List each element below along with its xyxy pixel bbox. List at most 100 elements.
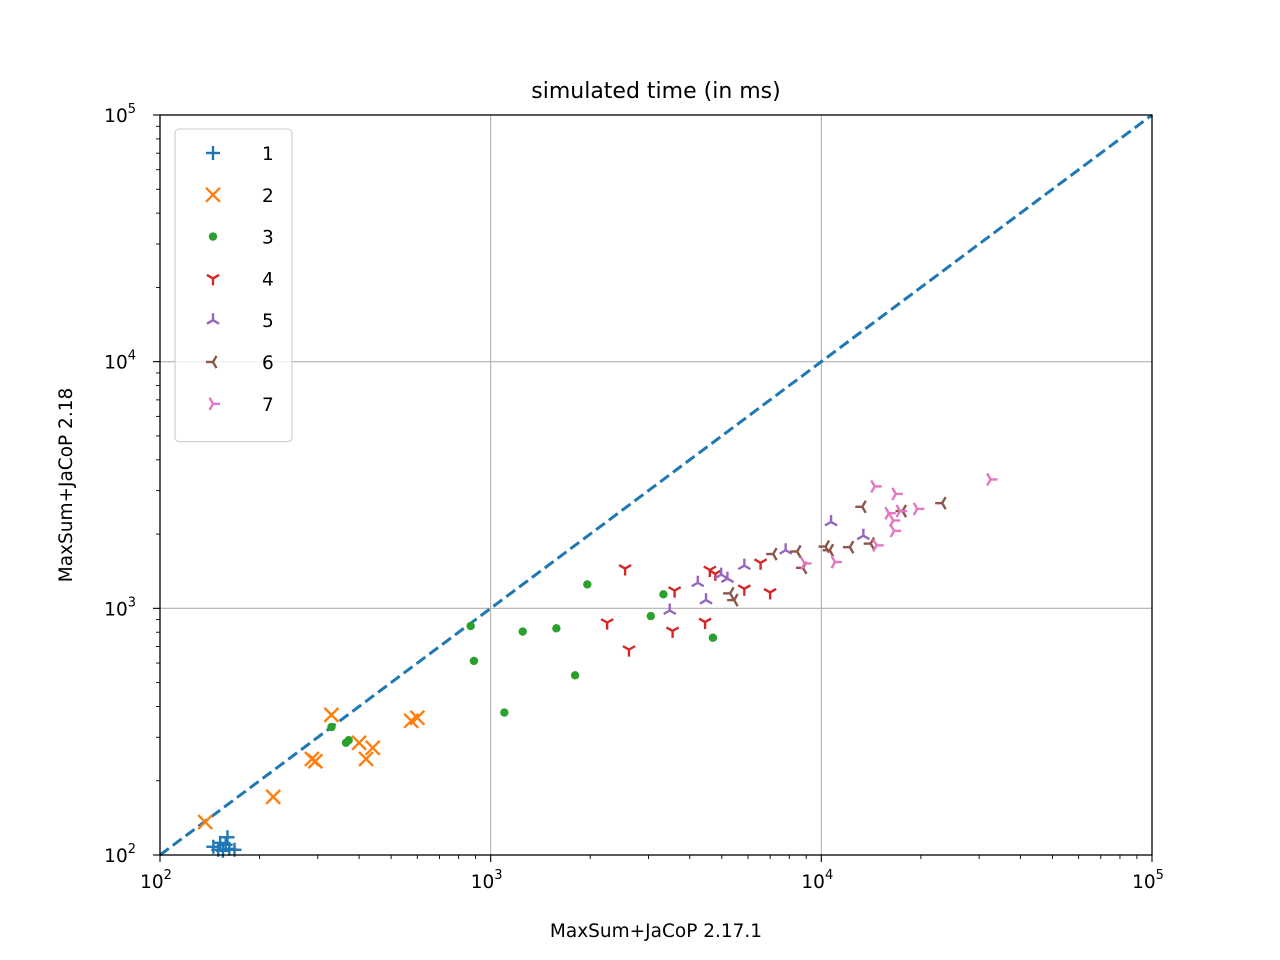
data-point — [720, 571, 735, 584]
marker-stroke — [729, 586, 735, 594]
legend-label: 1 — [262, 144, 274, 165]
data-point — [856, 528, 871, 541]
marker-stroke — [862, 534, 871, 541]
data-point — [753, 558, 768, 570]
data-point — [469, 656, 479, 666]
marker-stroke — [628, 645, 636, 651]
data-point — [842, 540, 855, 554]
legend-label: 2 — [262, 186, 274, 207]
data-point — [220, 830, 235, 845]
data-point — [737, 584, 752, 596]
data-point — [986, 472, 998, 487]
marker-stroke — [211, 361, 218, 369]
marker-stroke — [912, 502, 919, 510]
data-point — [665, 626, 680, 638]
chart-title: simulated time (in ms) — [531, 79, 780, 104]
data-point — [618, 563, 632, 576]
data-point — [790, 544, 802, 559]
marker-stroke — [667, 586, 676, 592]
data-point — [698, 617, 712, 630]
marker-stroke — [720, 577, 729, 584]
marker-stroke — [211, 355, 218, 363]
marker-stroke — [743, 584, 752, 590]
marker-stroke — [884, 506, 890, 514]
marker-stroke — [665, 626, 674, 632]
marker-stroke — [212, 319, 220, 325]
marker-stroke — [358, 751, 374, 767]
marker-stroke — [824, 539, 831, 548]
data-point — [500, 708, 509, 717]
marker-stroke — [986, 478, 992, 487]
marker-stroke — [759, 558, 768, 564]
legend-label: 6 — [262, 353, 274, 374]
marker-stroke — [208, 403, 215, 411]
marker-stroke — [697, 581, 705, 588]
data-point — [855, 500, 867, 514]
data-point — [570, 671, 580, 680]
marker-dot — [570, 671, 580, 680]
data-point — [663, 603, 677, 616]
marker-stroke — [265, 789, 282, 805]
marker-stroke — [622, 645, 630, 651]
marker-stroke — [772, 553, 778, 561]
marker-stroke — [323, 706, 340, 723]
marker-dot — [646, 611, 656, 621]
axis-ticks — [153, 114, 1153, 862]
data-point — [583, 580, 592, 589]
data-point — [364, 739, 381, 756]
marker-stroke — [830, 520, 838, 527]
marker-stroke — [699, 599, 707, 605]
data-point — [766, 547, 778, 561]
data-point — [307, 753, 324, 770]
marker-stroke — [870, 479, 876, 488]
grid-lines — [160, 115, 1152, 855]
marker-stroke — [674, 586, 682, 592]
data-point — [935, 496, 947, 510]
marker-stroke — [941, 502, 947, 510]
data-point — [778, 543, 793, 555]
marker-stroke — [703, 565, 711, 572]
marker-dot — [500, 708, 509, 717]
data-point — [518, 627, 527, 636]
marker-stroke — [941, 496, 947, 504]
data-point — [646, 611, 656, 621]
marker-stroke — [889, 530, 896, 538]
marker-stroke — [672, 626, 680, 632]
data-point — [708, 633, 718, 642]
legend-label: 7 — [262, 395, 274, 416]
marker-stroke — [618, 563, 626, 570]
marker-stroke — [870, 485, 876, 494]
marker-stroke — [884, 512, 890, 520]
data-point — [622, 645, 636, 657]
marker-stroke — [726, 577, 735, 584]
legend-marker — [206, 313, 220, 325]
marker-stroke — [698, 617, 706, 624]
marker-stroke — [891, 493, 897, 501]
marker-stroke — [409, 709, 426, 726]
marker-stroke — [624, 563, 632, 570]
marker-stroke — [772, 547, 778, 555]
legend-marker — [205, 186, 221, 203]
marker-stroke — [861, 506, 867, 514]
marker-stroke — [212, 273, 220, 280]
marker-stroke — [888, 513, 895, 522]
legend-marker — [208, 397, 220, 411]
data-point — [912, 502, 925, 516]
marker-stroke — [856, 534, 864, 541]
marker-stroke — [691, 581, 699, 588]
legend-marker — [206, 355, 218, 369]
marker-stroke — [785, 549, 793, 555]
data-point — [197, 814, 214, 830]
marker-dot — [327, 722, 336, 732]
marker-stroke — [663, 609, 671, 616]
marker-stroke — [714, 573, 722, 580]
legend-label: 4 — [262, 269, 274, 290]
marker-stroke — [800, 556, 806, 565]
legend-marker — [206, 146, 220, 160]
data-point — [824, 514, 838, 527]
marker-stroke — [895, 504, 902, 512]
marker-dot — [469, 656, 479, 666]
marker-stroke — [828, 549, 835, 557]
marker-stroke — [861, 500, 867, 508]
